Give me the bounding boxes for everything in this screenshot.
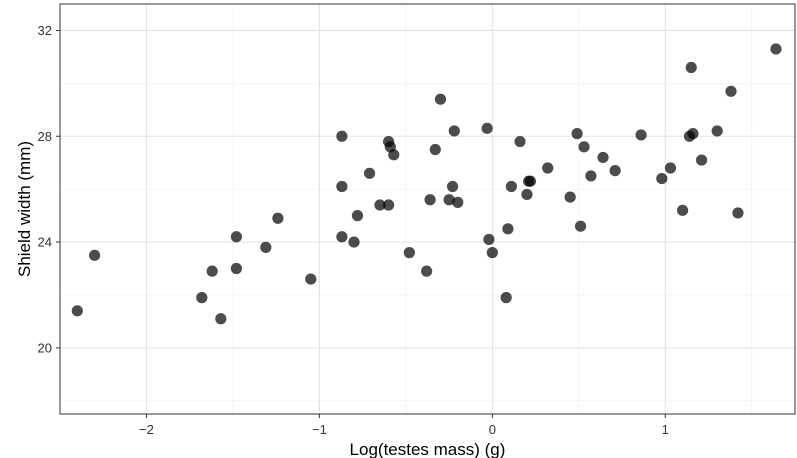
scatter-point [574, 220, 587, 232]
scatter-point [421, 265, 433, 277]
x-tick-label: −2 [139, 422, 154, 437]
scatter-point [676, 204, 689, 216]
scatter-point [446, 180, 459, 193]
x-tick-label: −1 [312, 422, 327, 437]
scatter-point [483, 233, 495, 246]
scatter-point [656, 172, 668, 185]
scatter-point [725, 85, 737, 97]
scatter-point [71, 305, 83, 317]
scatter-point [486, 247, 498, 259]
scatter-point [196, 292, 208, 304]
axis-tick-labels: −2 −1 0 1 20 24 28 32 [38, 23, 669, 437]
scatter-point [388, 149, 400, 161]
scatter-point [305, 273, 317, 285]
scatter-point [696, 154, 708, 166]
scatter-point [542, 162, 554, 174]
x-tick-label: 1 [662, 422, 669, 437]
scatter-point [382, 199, 395, 211]
x-axis-title: Log(testes mass) (g) [350, 440, 506, 458]
scatter-point [585, 170, 597, 182]
scatter-point [260, 241, 272, 253]
y-tick-label: 28 [38, 129, 52, 144]
scatter-point [635, 129, 647, 141]
scatter-point [687, 128, 699, 140]
scatter-point [336, 180, 348, 193]
scatter-point [571, 128, 583, 140]
scatter-point [336, 231, 348, 243]
scatter-point [597, 151, 609, 164]
scatter-point [363, 167, 376, 179]
axis-ticks [56, 29, 666, 418]
scatter-point [609, 165, 621, 177]
scatter-point [434, 93, 447, 105]
grid-lines [59, 4, 795, 414]
scatter-point [206, 265, 218, 277]
scatter-point [452, 196, 464, 208]
scatter-point [502, 223, 514, 235]
scatter-point [448, 125, 460, 137]
scatter-point [443, 194, 455, 206]
scatter-point [500, 292, 512, 304]
y-tick-label: 32 [38, 23, 52, 38]
y-axis-title: Shield width (mm) [15, 141, 34, 277]
scatter-point [664, 162, 677, 174]
scatter-point [336, 130, 348, 142]
scatter-point [88, 249, 101, 261]
scatter-point [732, 207, 744, 219]
scatter-point [424, 194, 436, 206]
scatter-point [351, 210, 364, 222]
scatter-point [770, 43, 782, 55]
scatter-point [230, 231, 242, 243]
scatter-point [374, 199, 386, 211]
scatter-point [711, 125, 723, 137]
scatter-point [403, 247, 415, 259]
scatter-point [524, 175, 537, 187]
scatter-point [215, 313, 227, 325]
y-tick-label: 24 [38, 235, 52, 250]
x-tick-label: 0 [489, 422, 496, 437]
scatter-point [272, 212, 284, 224]
data-points [71, 43, 782, 325]
scatter-point [230, 262, 242, 275]
scatter-point [578, 141, 590, 153]
scatter-point [505, 180, 517, 193]
scatter-point [564, 191, 576, 203]
scatter-point [348, 236, 360, 248]
scatter-point [429, 143, 441, 156]
scatter-point [521, 188, 533, 201]
scatter-point [481, 122, 493, 134]
scatter-point [514, 135, 526, 148]
y-tick-label: 20 [38, 340, 52, 355]
plot-panel-border [59, 3, 796, 415]
scatter-point [685, 61, 697, 74]
